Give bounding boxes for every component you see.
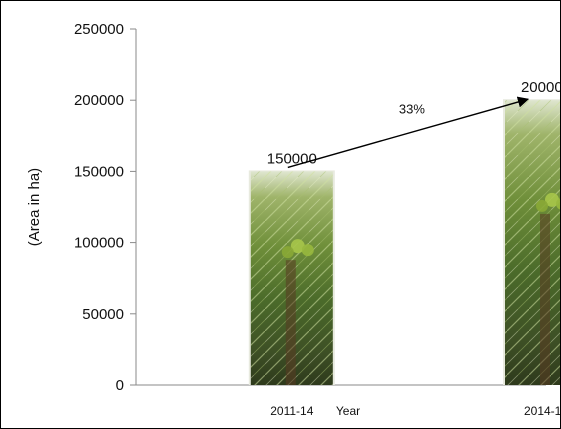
y-ticks: 0 50000 100000 150000 200000 250000 [74,21,136,394]
data-label: 200000 [521,79,560,96]
y-tick-label: 100000 [74,235,124,252]
y-tick-label: 250000 [74,21,124,38]
y-tick-label: 50000 [82,306,124,323]
data-label: 150000 [267,150,317,167]
bars [248,99,560,385]
y-tick-label: 0 [116,377,124,394]
y-tick-label: 200000 [74,92,124,109]
x-axis-label: Year [336,404,360,418]
growth-arrow [287,96,530,169]
y-axis-label: (Area in ha) [26,168,43,246]
y-tick-label: 150000 [74,163,124,180]
category-labels: 2011-14 2014-17 [270,404,560,418]
x-tick-label: 2011-14 [270,404,313,418]
bar [503,99,560,385]
x-tick-label: 2014-17 [524,404,560,418]
growth-annotation: 33% [399,101,425,116]
bar [248,170,335,385]
